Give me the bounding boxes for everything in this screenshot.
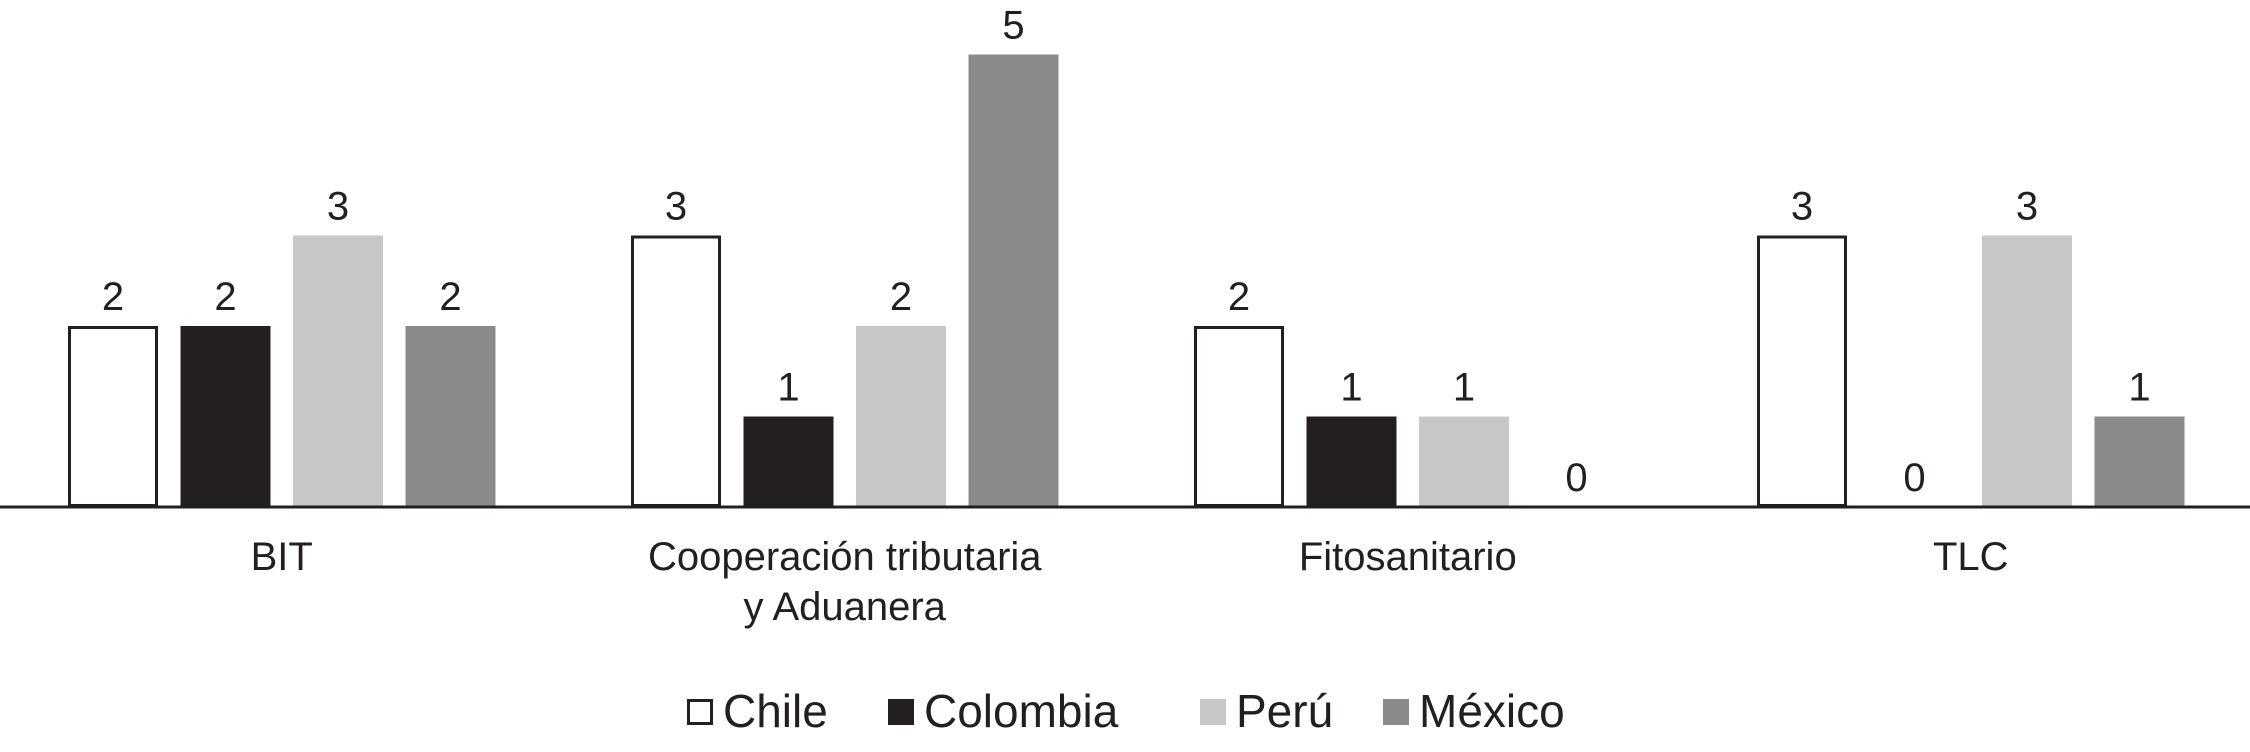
value-label-cooperacion-tributaria-y-aduanera-mexico: 5	[1002, 4, 1024, 48]
category-label-bit: BIT	[251, 535, 313, 579]
bar-tlc-chile	[1757, 235, 1847, 507]
value-label-cooperacion-tributaria-y-aduanera-peru: 2	[890, 275, 912, 319]
category-label-line: BIT	[251, 535, 313, 579]
legend-label-mexico: México	[1419, 685, 1565, 737]
bar-cooperacion-tributaria-y-aduanera-peru	[856, 326, 946, 507]
bar-tlc-mexico	[2094, 416, 2185, 507]
bar-bit-peru	[293, 235, 383, 507]
category-label-fitosanitario: Fitosanitario	[1299, 535, 1517, 579]
value-label-tlc-mexico: 1	[2128, 366, 2150, 410]
value-label-fitosanitario-peru: 1	[1453, 366, 1475, 410]
bar-cooperacion-tributaria-y-aduanera-chile	[631, 235, 721, 507]
value-label-cooperacion-tributaria-y-aduanera-colombia: 1	[777, 366, 799, 410]
category-label-line: Cooperación tributaria	[648, 535, 1042, 579]
category-label-line: Fitosanitario	[1299, 535, 1517, 579]
bar-cooperacion-tributaria-y-aduanera-colombia	[743, 416, 834, 507]
legend-label-colombia: Colombia	[924, 685, 1119, 737]
value-label-bit-chile: 2	[102, 275, 124, 319]
category-label-line: y Aduanera	[744, 585, 947, 629]
legend-label-peru: Perú	[1236, 685, 1333, 737]
value-label-tlc-colombia: 0	[1903, 456, 1925, 500]
bar-fitosanitario-colombia	[1306, 416, 1397, 507]
legend-label-chile: Chile	[723, 685, 828, 737]
value-label-fitosanitario-chile: 2	[1228, 275, 1250, 319]
bar-fitosanitario-chile	[1194, 326, 1284, 507]
bar-bit-colombia	[180, 326, 271, 507]
legend-swatch-colombia	[888, 699, 914, 725]
value-label-tlc-peru: 3	[2016, 185, 2038, 229]
value-label-tlc-chile: 3	[1791, 185, 1813, 229]
legend-swatch-chile	[687, 699, 713, 725]
bar-bit-chile	[68, 326, 158, 507]
bar-bit-mexico	[405, 326, 496, 507]
value-label-bit-colombia: 2	[214, 275, 236, 319]
value-label-fitosanitario-colombia: 1	[1340, 366, 1362, 410]
bar-fitosanitario-peru	[1419, 416, 1509, 507]
bar-tlc-peru	[1982, 235, 2072, 507]
legend: Chile Colombia Perú México	[687, 685, 1565, 737]
value-label-bit-mexico: 2	[439, 275, 461, 319]
value-label-bit-peru: 3	[327, 185, 349, 229]
legend-swatch-mexico	[1383, 699, 1409, 725]
category-labels-layer: BIT Cooperación tributaria y Aduanera Fitos…	[251, 535, 2009, 629]
bars-layer	[68, 54, 2185, 507]
value-label-cooperacion-tributaria-y-aduanera-chile: 3	[665, 185, 687, 229]
value-labels-layer: 2 2 3 2 3 1 2 5 2 1 1 0 3 0 3 1	[102, 4, 2151, 501]
category-label-line: TLC	[1933, 535, 2009, 579]
legend-swatch-peru	[1200, 699, 1226, 725]
category-label-tlc: TLC	[1933, 535, 2009, 579]
category-label-cooperacion-tributaria-y-aduanera: Cooperación tributaria y Aduanera	[648, 535, 1042, 629]
value-label-fitosanitario-mexico: 0	[1565, 456, 1587, 500]
bar-cooperacion-tributaria-y-aduanera-mexico	[968, 54, 1059, 507]
